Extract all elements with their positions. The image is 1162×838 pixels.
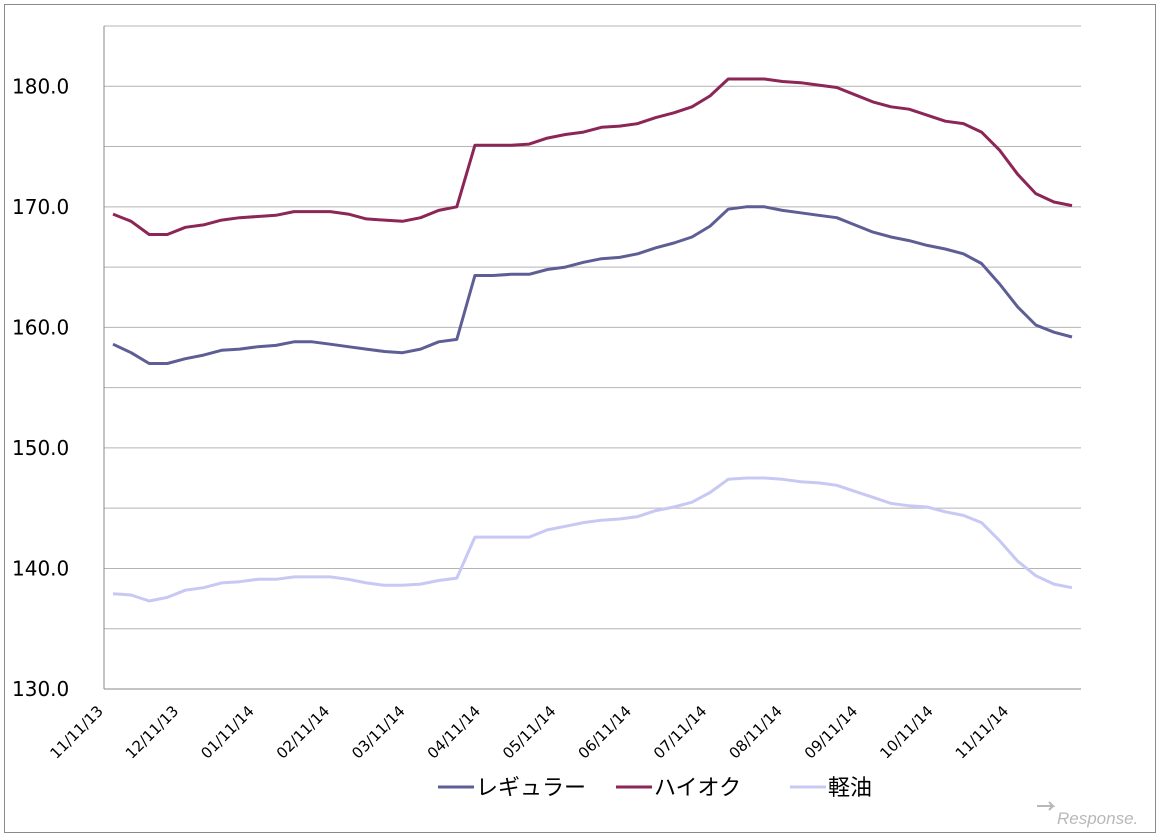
chart-frame — [4, 4, 1156, 833]
x-tick-label: 08/11/14 — [725, 702, 785, 762]
series-lines — [112, 77, 1073, 603]
x-tick-label: 12/11/13 — [122, 702, 182, 762]
x-tick-label: 11/11/13 — [46, 702, 106, 762]
x-tick-label: 04/11/14 — [424, 702, 484, 762]
x-tick-label: 07/11/14 — [650, 702, 710, 762]
watermark: Response. — [1037, 801, 1138, 828]
series-line-3 — [112, 476, 1073, 603]
series-line-1 — [112, 205, 1073, 365]
x-tick-label: 09/11/14 — [801, 702, 861, 762]
legend-label-1: レギュラー — [476, 776, 586, 801]
grid-lines — [104, 25, 1081, 630]
legend-label-3: 軽油 — [828, 776, 872, 801]
x-tick-label: 10/11/14 — [876, 702, 936, 762]
y-tick-label: 150.0 — [12, 436, 69, 460]
watermark-text: Response. — [1057, 809, 1138, 828]
series-line-2 — [112, 77, 1073, 236]
x-tick-label: 02/11/14 — [273, 702, 333, 762]
y-tick-label: 170.0 — [12, 195, 69, 219]
legend: レギュラー ハイオク 軽油 — [438, 776, 872, 801]
y-tick-label: 140.0 — [12, 556, 69, 580]
y-tick-label: 130.0 — [12, 677, 69, 701]
x-axis-ticks: 11/11/13 12/11/13 01/11/14 02/11/14 03/11/14… — [46, 702, 1012, 762]
legend-label-2: ハイオク — [654, 776, 741, 801]
arrow-icon — [1037, 801, 1056, 811]
x-tick-label: 06/11/14 — [575, 702, 635, 762]
x-tick-label: 03/11/14 — [348, 702, 408, 762]
x-tick-label: 05/11/14 — [499, 702, 559, 762]
x-tick-label: 01/11/14 — [197, 702, 257, 762]
y-tick-label: 160.0 — [12, 315, 69, 339]
y-tick-label: 180.0 — [12, 74, 69, 98]
x-tick-label: 11/11/14 — [952, 702, 1012, 762]
y-axis-ticks: 130.0 140.0 150.0 160.0 170.0 180.0 — [12, 74, 69, 701]
